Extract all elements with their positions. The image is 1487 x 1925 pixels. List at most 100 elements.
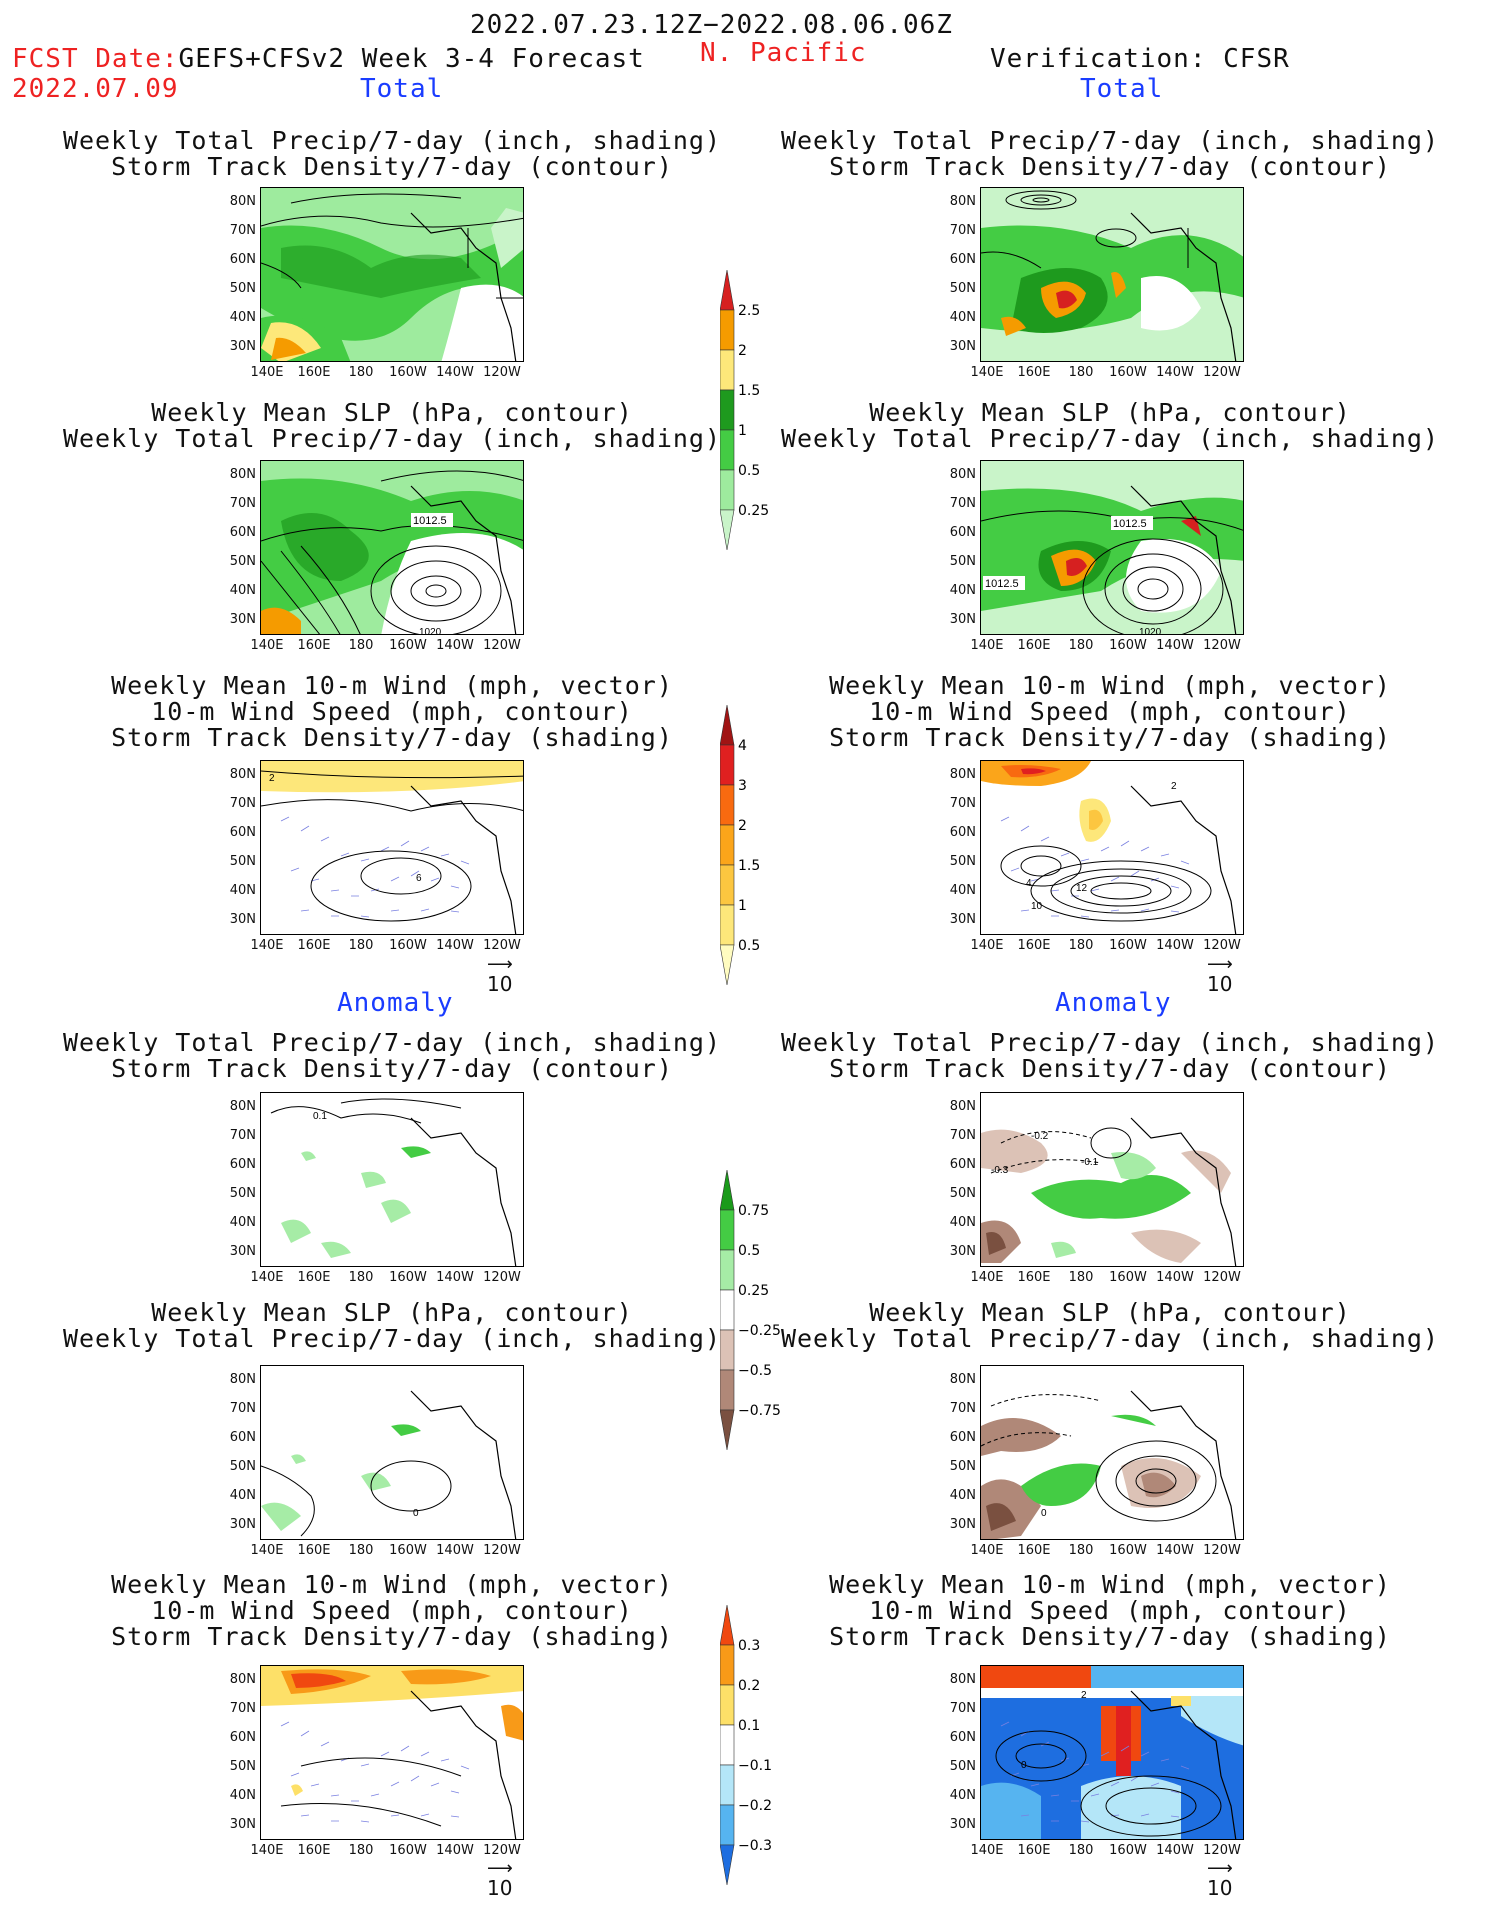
- longitude-tick-label: 160W: [389, 365, 427, 380]
- longitude-tick-label: 140W: [1156, 1270, 1194, 1285]
- colorbar-segment: [719, 1409, 735, 1451]
- colorbar-graphic: 0.3 0.2 0.1 −0.1 −0.2 −0.3: [719, 1604, 772, 1886]
- longitude-tick-label: 160E: [297, 365, 331, 380]
- longitude-tick-label: 160E: [297, 938, 331, 953]
- latitude-tick-label: 70N: [949, 1128, 976, 1143]
- colorbar-segment: [719, 1764, 735, 1806]
- longitude-tick-label: 160E: [1017, 1543, 1051, 1558]
- longitude-tick-label: 140E: [250, 938, 284, 953]
- title-line: Storm Track Density/7-day (shading): [829, 723, 1391, 752]
- longitude-tick-label: 140E: [970, 1543, 1004, 1558]
- longitude-tick-label: 180: [348, 638, 374, 653]
- colorbar-segment: [719, 824, 735, 866]
- reference-vector-left-2: ⟶ 10: [487, 1860, 513, 1901]
- latitude-tick-label: 30N: [229, 1517, 256, 1532]
- colorbar-graphic: 4 3 2 1.5 1 0.5: [719, 704, 760, 986]
- latitude-tick-label: 60N: [229, 825, 256, 840]
- colorbar-label: −0.2: [738, 1798, 772, 1814]
- longitude-tick-label: 140W: [1156, 638, 1194, 653]
- longitude-tick-label: 160E: [297, 1543, 331, 1558]
- panel-title-right-5: Weekly Mean SLP (hPa, contour) Weekly To…: [750, 1300, 1470, 1352]
- latitude-tick-label: 60N: [949, 825, 976, 840]
- latitude-tick-label: 30N: [229, 912, 256, 927]
- title-line: Weekly Mean SLP (hPa, contour): [151, 1298, 633, 1327]
- latitude-tick-label: 50N: [229, 1759, 256, 1774]
- map-precip-storm-forecast: [260, 187, 524, 362]
- longitude-tick-label: 160W: [389, 938, 427, 953]
- fcst-date-value: 2022.07.09: [12, 74, 179, 104]
- latitude-tick-label: 40N: [229, 583, 256, 598]
- latitude-tick-label: 80N: [229, 1672, 256, 1687]
- longitude-tick-label: 120W: [483, 1270, 521, 1285]
- contour-label: 1020: [1139, 627, 1162, 635]
- longitude-tick-label: 180: [1068, 365, 1094, 380]
- title-line: Weekly Total Precip/7-day (inch, shading…: [780, 126, 1440, 155]
- contour-label: 1020: [419, 627, 442, 635]
- latitude-tick-label: 30N: [229, 339, 256, 354]
- contour-label: 6: [416, 873, 422, 884]
- longitude-tick-label: 140W: [436, 638, 474, 653]
- title-line: Storm Track Density/7-day (contour): [829, 152, 1391, 181]
- colorbar-segment: [719, 1684, 735, 1726]
- arrow-icon: ⟶: [1207, 1858, 1233, 1879]
- latitude-tick-label: 50N: [229, 854, 256, 869]
- longitude-tick-label: 160W: [389, 1843, 427, 1858]
- colorbar-label: 1: [738, 423, 747, 439]
- colorbar-label: 1.5: [738, 383, 760, 399]
- anomaly-right-label: Anomaly: [1055, 988, 1172, 1018]
- colorbar-segment: [719, 1724, 735, 1766]
- longitude-tick-label: 160E: [1017, 1270, 1051, 1285]
- colorbar-label: 2.5: [738, 303, 760, 319]
- colorbar-segment: [719, 1169, 735, 1211]
- latitude-tick-label: 40N: [949, 1488, 976, 1503]
- colorbar-segment: [719, 1209, 735, 1251]
- colorbar-segment: [719, 429, 735, 471]
- latitude-tick-label: 30N: [229, 1817, 256, 1832]
- panel-title-left-1: Weekly Total Precip/7-day (inch, shading…: [32, 128, 752, 180]
- title-line: Weekly Mean SLP (hPa, contour): [869, 1298, 1351, 1327]
- wind-vectors: [280, 816, 470, 918]
- title-line: Weekly Total Precip/7-day (inch, shading…: [62, 126, 722, 155]
- latitude-tick-label: 60N: [949, 252, 976, 267]
- map-wind-anomaly-verification: 2 0: [980, 1665, 1244, 1840]
- anomaly-left-label: Anomaly: [337, 988, 454, 1018]
- latitude-tick-label: 50N: [229, 554, 256, 569]
- colorbar-segment: [719, 389, 735, 431]
- arrow-icon: ⟶: [487, 954, 513, 975]
- longitude-tick-label: 160W: [1109, 1543, 1147, 1558]
- latitude-tick-label: 60N: [229, 1157, 256, 1172]
- panel-title-right-2: Weekly Mean SLP (hPa, contour) Weekly To…: [750, 400, 1470, 452]
- colorbar-label: 0.3: [738, 1638, 760, 1654]
- contour-label: 0: [1041, 1508, 1047, 1519]
- longitude-tick-label: 160W: [1109, 1270, 1147, 1285]
- title-line: Weekly Total Precip/7-day (inch, shading…: [62, 424, 722, 453]
- title-line: Weekly Mean 10-m Wind (mph, vector): [829, 671, 1391, 700]
- latitude-tick-label: 40N: [949, 883, 976, 898]
- panel-title-right-3: Weekly Mean 10-m Wind (mph, vector) 10-m…: [750, 673, 1470, 751]
- longitude-tick-label: 180: [1068, 1543, 1094, 1558]
- latitude-tick-label: 30N: [949, 339, 976, 354]
- contour-label: -0.2: [1031, 1131, 1049, 1142]
- panel-title-right-1: Weekly Total Precip/7-day (inch, shading…: [750, 128, 1470, 180]
- contour-label: 1012.5: [413, 515, 447, 527]
- latitude-tick-label: 80N: [229, 467, 256, 482]
- panel-title-right-6: Weekly Mean 10-m Wind (mph, vector) 10-m…: [750, 1572, 1470, 1650]
- reference-vector-label: 10: [1207, 1876, 1233, 1900]
- longitude-tick-label: 120W: [483, 365, 521, 380]
- map-slp-precip-verification: 1012.5 1012.5 1020: [980, 460, 1244, 635]
- colorbar-precip-total: 2.5 2 1.5 1 0.5 0.25: [719, 269, 790, 558]
- longitude-tick-label: 160W: [1109, 365, 1147, 380]
- colorbar-storm-anomaly: 0.3 0.2 0.1 −0.1 −0.2 −0.3: [719, 1604, 790, 1893]
- colorbar-label: 0.5: [738, 1243, 760, 1259]
- latitude-tick-label: 30N: [949, 1244, 976, 1259]
- contour-label: 4: [1026, 878, 1032, 889]
- latitude-tick-label: 50N: [949, 1186, 976, 1201]
- map-wind-anomaly-forecast: [260, 1665, 524, 1840]
- wind-vectors: [1000, 816, 1190, 918]
- title-line: Storm Track Density/7-day (contour): [111, 1054, 673, 1083]
- title-line: Storm Track Density/7-day (shading): [111, 1622, 673, 1651]
- reference-vector-left-1: ⟶ 10: [487, 954, 513, 997]
- colorbar-label: −0.1: [738, 1758, 772, 1774]
- latitude-tick-label: 50N: [949, 1459, 976, 1474]
- title-line: Weekly Total Precip/7-day (inch, shading…: [62, 1028, 722, 1057]
